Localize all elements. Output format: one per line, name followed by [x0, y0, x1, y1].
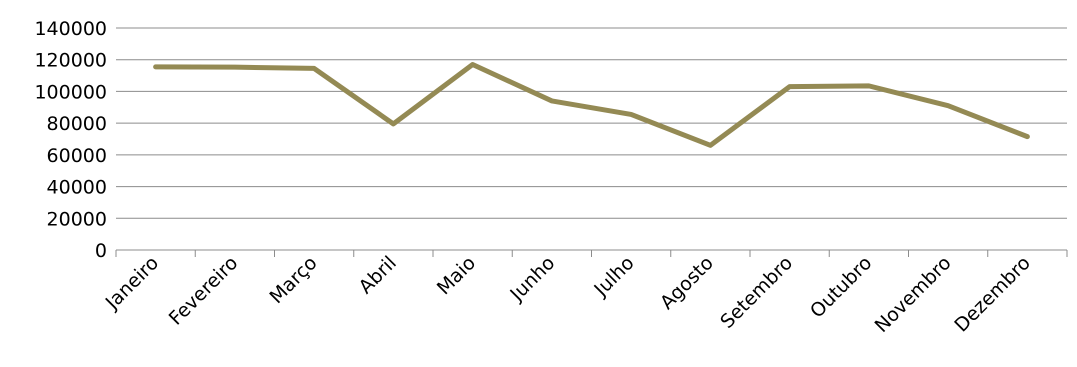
y-tick-label: 100000 — [34, 81, 107, 103]
x-tick-label: Fevereiro — [165, 252, 243, 330]
x-tick-label: Janeiro — [101, 252, 163, 314]
axes — [116, 250, 1067, 257]
gridlines — [116, 28, 1067, 218]
y-tick-label: 0 — [95, 240, 107, 262]
x-tick-label: Novembro — [871, 252, 956, 337]
y-tick-label: 140000 — [34, 18, 107, 40]
x-tick-label: Agosto — [656, 252, 718, 314]
y-tick-label: 80000 — [47, 113, 107, 135]
series-lines — [156, 64, 1028, 145]
y-tick-label: 20000 — [47, 208, 107, 230]
y-tick-label: 60000 — [47, 145, 107, 167]
x-tick-label: Maio — [433, 252, 480, 299]
y-tick-label: 40000 — [47, 177, 107, 199]
y-tick-label: 120000 — [34, 50, 107, 72]
x-tick-label: Junho — [505, 252, 559, 306]
x-tick-label: Julho — [589, 252, 638, 301]
x-tick-label: Setembro — [716, 252, 797, 333]
series-line — [156, 64, 1028, 145]
x-tick-label: Outubro — [806, 252, 876, 322]
x-tick-label: Março — [265, 252, 321, 308]
x-tick-label: Dezembro — [950, 252, 1035, 337]
x-tick-label: Abril — [355, 252, 401, 298]
y-axis-tick-labels: 0 20000 40000 60000 80000 100000 120000 140000 — [34, 18, 107, 262]
